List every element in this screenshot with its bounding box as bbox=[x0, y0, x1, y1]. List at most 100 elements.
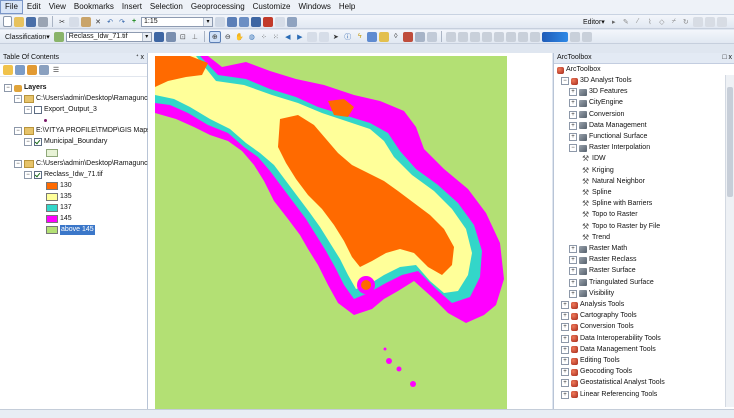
editor-toolbar-icon[interactable] bbox=[215, 16, 225, 27]
chevron-down-icon[interactable]: ▾ bbox=[141, 32, 151, 41]
paste-icon[interactable] bbox=[81, 16, 91, 27]
layer-combo[interactable]: Reclass_Idw_71.tif ▾ bbox=[65, 31, 152, 42]
toc-folder-row[interactable]: − E:\VITYA PROFILE\TMDP\GIS Maps c bbox=[14, 126, 156, 136]
georef-5-icon[interactable] bbox=[493, 31, 504, 42]
toc-folder-row[interactable]: − C:\Users\admin\Desktop\Ramagunc bbox=[14, 159, 148, 169]
color-ramp-icon[interactable] bbox=[541, 31, 568, 42]
list-by-selection-icon[interactable] bbox=[39, 65, 49, 75]
expand-icon[interactable]: + bbox=[561, 390, 569, 399]
toolbox-item[interactable]: + Linear Referencing Tools bbox=[561, 390, 657, 400]
fixed-zoom-out-icon[interactable]: ⁙ bbox=[272, 33, 279, 41]
find-icon[interactable]: ꕺ bbox=[393, 32, 398, 40]
toolbox-window-controls[interactable]: □ x bbox=[722, 54, 732, 61]
georef-3-icon[interactable] bbox=[469, 31, 480, 42]
toolset-item[interactable]: − Raster Interpolation bbox=[569, 143, 650, 153]
classify-icon[interactable] bbox=[153, 31, 164, 42]
pin-icon[interactable]: ⊥ bbox=[191, 33, 198, 41]
straight-segment-icon[interactable]: ⁄ bbox=[637, 18, 639, 25]
scrollbar-thumb[interactable] bbox=[727, 87, 733, 197]
collapse-icon[interactable]: − bbox=[4, 84, 12, 92]
collapse-icon[interactable]: − bbox=[14, 127, 22, 135]
model-builder-icon[interactable] bbox=[287, 16, 297, 27]
point-symbol-icon[interactable] bbox=[44, 118, 47, 122]
print-icon[interactable] bbox=[38, 16, 48, 27]
collapse-icon[interactable]: − bbox=[24, 171, 32, 179]
legend-class-row[interactable]: 137 bbox=[46, 203, 72, 213]
expand-icon[interactable]: + bbox=[569, 256, 577, 265]
map-view[interactable] bbox=[148, 53, 552, 409]
toolbox-item[interactable]: + Data Interoperability Tools bbox=[561, 334, 661, 344]
python-window-icon[interactable] bbox=[275, 16, 285, 27]
delete-icon[interactable]: ✕ bbox=[95, 18, 101, 26]
georef-6-icon[interactable] bbox=[505, 31, 516, 42]
forward-extent-icon[interactable]: ▶ bbox=[297, 33, 303, 41]
expand-icon[interactable]: + bbox=[561, 312, 569, 321]
menu-insert[interactable]: Insert bbox=[121, 2, 142, 11]
expand-icon[interactable]: + bbox=[569, 267, 577, 276]
tool-item[interactable]: ⚒ IDW bbox=[582, 154, 606, 164]
toolbox-item[interactable]: + Editing Tools bbox=[561, 356, 620, 366]
collapse-icon[interactable]: − bbox=[569, 144, 577, 153]
expand-icon[interactable]: + bbox=[561, 345, 569, 354]
full-extent-icon[interactable]: ◍ bbox=[248, 33, 255, 41]
expand-icon[interactable]: + bbox=[561, 379, 569, 388]
legend-class-row[interactable]: above 145 bbox=[46, 225, 95, 235]
find-route-icon[interactable] bbox=[402, 31, 413, 42]
layer-visibility-checkbox[interactable] bbox=[34, 138, 42, 146]
list-by-visibility-icon[interactable] bbox=[27, 65, 37, 75]
time-slider-icon[interactable] bbox=[426, 31, 437, 42]
toc-folder-row[interactable]: − C:\Users\admin\Desktop\Ramagunc bbox=[14, 94, 148, 104]
raster-map[interactable] bbox=[148, 53, 552, 409]
expand-icon[interactable]: + bbox=[561, 323, 569, 332]
split-icon[interactable]: ⌿ bbox=[671, 17, 676, 25]
tool-item[interactable]: ⚒ Topo to Raster by File bbox=[582, 222, 660, 232]
scale-combo[interactable]: 1:15 ▾ bbox=[141, 16, 213, 27]
menu-view[interactable]: View bbox=[48, 2, 66, 11]
menu-help[interactable]: Help bbox=[338, 2, 356, 11]
expand-icon[interactable]: + bbox=[569, 133, 577, 141]
toolset-item[interactable]: + Raster Surface bbox=[569, 266, 636, 276]
toolset-item[interactable]: + Raster Reclass bbox=[569, 255, 636, 265]
georef-8-icon[interactable] bbox=[529, 31, 540, 42]
georef-4-icon[interactable] bbox=[481, 31, 492, 42]
classification-menu[interactable]: Classification▾ bbox=[5, 33, 50, 41]
expand-icon[interactable]: + bbox=[561, 357, 569, 365]
georef-2-icon[interactable] bbox=[457, 31, 468, 42]
list-by-source-icon[interactable] bbox=[15, 65, 25, 75]
polygon-symbol-icon[interactable] bbox=[46, 149, 58, 157]
expand-icon[interactable]: + bbox=[569, 121, 577, 130]
georef-1-icon[interactable] bbox=[445, 31, 456, 42]
fixed-zoom-in-icon[interactable]: ⁘ bbox=[260, 33, 267, 41]
collapse-icon[interactable]: − bbox=[14, 95, 22, 103]
collapse-icon[interactable]: − bbox=[24, 138, 32, 146]
class-swatch[interactable] bbox=[46, 193, 58, 201]
tool-item[interactable]: ⚒ Spline with Barriers bbox=[582, 199, 652, 209]
collapse-icon[interactable]: − bbox=[24, 106, 32, 114]
zoom-out-icon[interactable]: ⊖ bbox=[224, 33, 231, 41]
search-window-icon[interactable] bbox=[251, 16, 261, 27]
editor-menu[interactable]: Editor▾ bbox=[583, 18, 605, 26]
zoom-in-icon[interactable]: ⊕ bbox=[208, 30, 221, 43]
tool-item[interactable]: ⚒ Kriging bbox=[582, 166, 614, 176]
toolbox-item[interactable]: + Data Management Tools bbox=[561, 345, 656, 355]
toolbox-item[interactable]: + Geocoding Tools bbox=[561, 367, 632, 377]
layer-visibility-checkbox[interactable] bbox=[34, 171, 42, 179]
toolset-item[interactable]: + Functional Surface bbox=[569, 132, 647, 142]
undo-icon[interactable]: ↶ bbox=[107, 18, 113, 26]
georef-7-icon[interactable] bbox=[517, 31, 528, 42]
tool-item[interactable]: ⚒ Spline bbox=[582, 188, 611, 198]
expand-icon[interactable]: + bbox=[569, 99, 577, 108]
toc-layers-root[interactable]: − Layers bbox=[4, 83, 47, 93]
chevron-down-icon[interactable]: ▾ bbox=[203, 17, 212, 26]
add-data-icon[interactable]: + bbox=[131, 18, 137, 25]
toc-pin-close[interactable]: ᐩ x bbox=[135, 54, 144, 61]
menu-windows[interactable]: Windows bbox=[298, 2, 331, 11]
pan-icon[interactable]: ✋ bbox=[235, 33, 245, 41]
menu-edit[interactable]: Edit bbox=[26, 2, 41, 11]
toolset-item[interactable]: + Data Management bbox=[569, 121, 647, 131]
tool-item[interactable]: ⚒ Trend bbox=[582, 233, 610, 243]
toolbox-item[interactable]: + Cartography Tools bbox=[561, 311, 637, 321]
arctoolbox-icon[interactable] bbox=[263, 16, 273, 27]
open-folder-icon[interactable] bbox=[14, 16, 24, 27]
expand-icon[interactable]: + bbox=[569, 289, 577, 298]
